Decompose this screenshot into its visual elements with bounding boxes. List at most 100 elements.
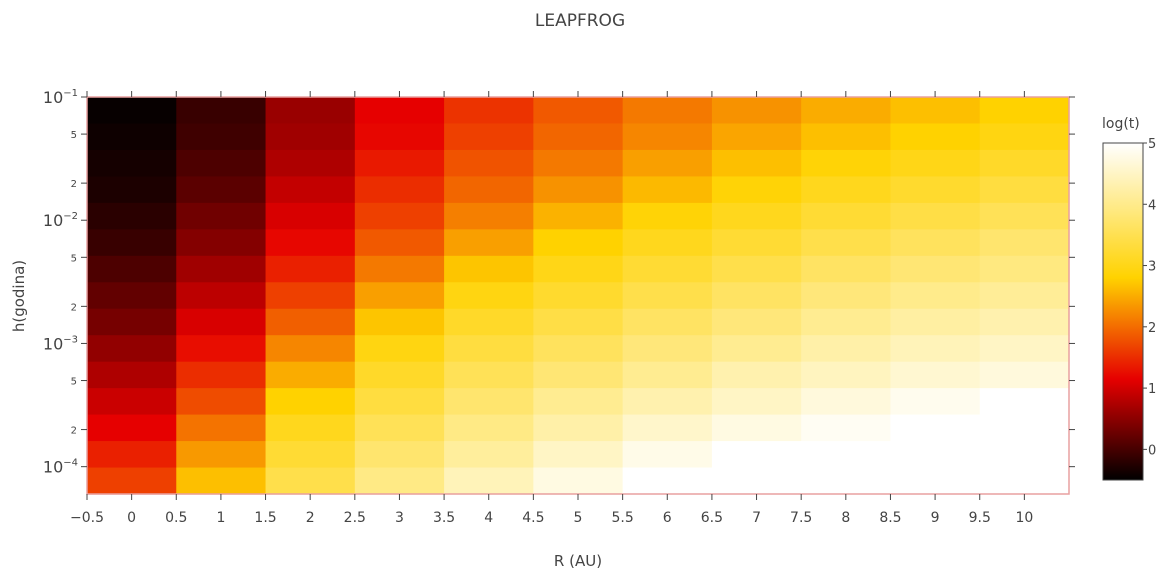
heatmap-cell — [711, 467, 802, 495]
heatmap-cell — [890, 467, 981, 495]
heatmap-cell — [711, 335, 802, 363]
heatmap-cell — [890, 282, 981, 310]
heatmap-cell — [622, 123, 713, 151]
heatmap-cell — [801, 467, 892, 495]
heatmap-cell — [711, 97, 802, 125]
heatmap-cell — [444, 467, 534, 495]
heatmap-cell — [890, 202, 981, 230]
heatmap-cell — [622, 335, 713, 363]
heatmap-cell — [890, 97, 981, 125]
heatmap-cell — [265, 202, 356, 230]
x-tick-label: 10 — [1015, 510, 1033, 526]
heatmap-cell — [354, 97, 445, 125]
heatmap-cell — [533, 202, 624, 230]
colorbar: log(t) 0 1 2 3 4 5 — [1102, 116, 1156, 481]
heatmap-cell — [265, 414, 356, 442]
heatmap-cell — [711, 282, 802, 310]
heatmap-cell — [801, 414, 892, 442]
heatmap-cell — [979, 308, 1070, 336]
heatmap-cell — [979, 255, 1070, 283]
heatmap-cell — [890, 335, 981, 363]
heatmap-cell — [979, 202, 1070, 230]
heatmap-cell — [354, 335, 445, 363]
heatmap-cell — [801, 335, 892, 363]
heatmap-cell — [265, 388, 356, 416]
heatmap-cell — [533, 282, 624, 310]
heatmap-cell — [979, 97, 1070, 125]
x-tick-label: 8.5 — [879, 510, 901, 526]
heatmap-cell — [533, 441, 624, 469]
x-tick-label: 8 — [841, 510, 850, 526]
heatmap-cell — [354, 441, 445, 469]
heatmap-cell — [979, 414, 1070, 442]
heatmap-cell — [711, 414, 802, 442]
y-axis-title: h(godina) — [10, 260, 28, 332]
heatmap-cell — [711, 441, 802, 469]
x-tick-label: 1.5 — [254, 510, 276, 526]
heatmap-cell — [87, 229, 177, 257]
x-tick-label: 2.5 — [344, 510, 366, 526]
y-minor-tick-label: 5 — [71, 377, 77, 388]
heatmap-cell — [265, 467, 356, 495]
heatmap-cell — [979, 335, 1070, 363]
heatmap-cell — [87, 361, 177, 389]
heatmap-cell — [711, 229, 802, 257]
heatmap-cell — [444, 388, 534, 416]
heatmap-cell — [354, 255, 445, 283]
heatmap-cell — [801, 441, 892, 469]
heatmap-cell — [176, 149, 267, 177]
heatmap-cell — [176, 441, 267, 469]
chart-title: LEAPFROG — [535, 11, 625, 31]
heatmap-cell — [176, 202, 267, 230]
heatmap-cell — [87, 467, 177, 495]
heatmap-cell — [622, 308, 713, 336]
x-tick-label: 4 — [484, 510, 493, 526]
heatmap-cell — [176, 255, 267, 283]
heatmap-cell — [979, 361, 1070, 389]
heatmap-cell — [87, 308, 177, 336]
heatmap-cell — [444, 441, 534, 469]
heatmap-cell — [176, 335, 267, 363]
heatmap-cell — [87, 414, 177, 442]
heatmap-cell — [801, 255, 892, 283]
colorbar-tick-label: 2 — [1148, 321, 1156, 336]
heatmap-cell — [622, 282, 713, 310]
x-axis-title: R (AU) — [554, 552, 602, 570]
x-tick-label: 6 — [663, 510, 672, 526]
heatmap-cell — [444, 176, 534, 204]
heatmap-cell — [890, 414, 981, 442]
heatmap-cell — [711, 149, 802, 177]
x-tick-label: 0.5 — [165, 510, 187, 526]
x-tick-label: 9.5 — [969, 510, 991, 526]
heatmap-cell — [265, 149, 356, 177]
y-tick-label: 10−1 — [43, 88, 78, 107]
heatmap-cell — [622, 441, 713, 469]
heatmap-cell — [711, 123, 802, 151]
heatmap-cell — [533, 229, 624, 257]
colorbar-gradient — [1102, 142, 1144, 481]
y-axis: 10−1 10−2 10−3 10−4 5 2 5 2 5 2 — [43, 88, 1075, 477]
heatmap-cell — [265, 97, 356, 125]
heatmap-cell — [354, 467, 445, 495]
heatmap-cell — [176, 123, 267, 151]
heatmap-cell — [533, 335, 624, 363]
heatmap-cell — [533, 149, 624, 177]
heatmap-cell — [176, 414, 267, 442]
heatmap-cell — [444, 308, 534, 336]
heatmap-cell — [622, 361, 713, 389]
heatmap-cell — [354, 202, 445, 230]
heatmap-cell — [87, 335, 177, 363]
heatmap-cell — [354, 414, 445, 442]
heatmap-cell — [444, 97, 534, 125]
heatmap-cell — [265, 255, 356, 283]
heatmap-cell — [176, 282, 267, 310]
x-tick-label: 0 — [127, 510, 136, 526]
heatmap-cell — [265, 229, 356, 257]
heatmap-cell — [533, 255, 624, 283]
heatmap-cell — [176, 97, 267, 125]
heatmap-cell — [801, 97, 892, 125]
x-tick-label: 2 — [306, 510, 315, 526]
heatmap-cell — [801, 308, 892, 336]
heatmap-cell — [622, 229, 713, 257]
heatmap-cell — [711, 255, 802, 283]
